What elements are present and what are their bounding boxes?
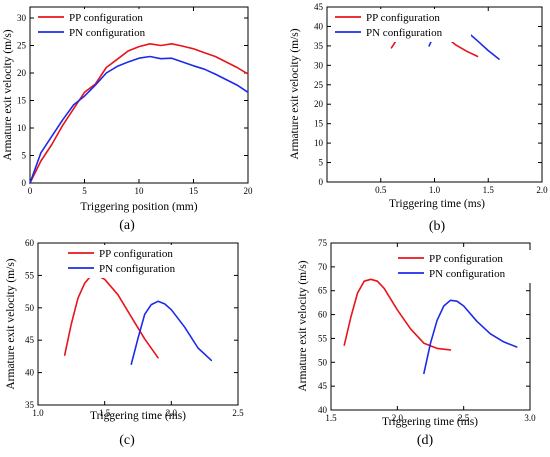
- x-tick-label: 1.5: [99, 408, 111, 418]
- legend-label: PN configuration: [429, 268, 506, 280]
- legend-label: PP configuration: [69, 12, 143, 24]
- x-tick-label: 2.0: [536, 185, 548, 195]
- y-tick-label: 5: [319, 158, 324, 168]
- panel-label: (d): [417, 433, 434, 448]
- legend-label: PP configuration: [99, 248, 173, 260]
- y-tick-label: 10: [314, 138, 324, 148]
- y-tick-label: 40: [314, 21, 324, 31]
- series-line-2: [29, 55, 249, 184]
- y-tick-label: 15: [17, 96, 27, 106]
- y-tick-label: 45: [318, 381, 328, 391]
- legend-label: PN configuration: [366, 27, 443, 39]
- x-axis-label: Triggering time (ms): [382, 416, 478, 428]
- y-tick-label: 50: [318, 357, 328, 367]
- y-axis-label: Armature exit velocity (m/s): [289, 28, 301, 159]
- panel-label: (a): [119, 218, 135, 233]
- y-tick-label: 60: [318, 310, 328, 320]
- chart-panel-4: 1.5 2.0 2.5 3.0 40 45 50 55 60 65 70 75 Triggering t…: [297, 238, 536, 448]
- panel-label: (b): [429, 219, 446, 234]
- x-tick-label: 3.0: [524, 413, 536, 423]
- chart-panel-2: 0.5 1.0 1.5 2.0 0 5 10 15 20 25 30 35 40 45 Triggering…: [289, 2, 548, 234]
- x-tick-label: 1.0: [32, 408, 44, 418]
- y-tick-label: 15: [314, 119, 324, 129]
- y-tick-label: 55: [318, 333, 328, 343]
- y-tick-label: 35: [314, 41, 324, 51]
- y-tick-label: 50: [25, 303, 35, 313]
- panel-label: (c): [119, 433, 135, 448]
- y-tick-label: 5: [22, 151, 27, 161]
- y-tick-label: 45: [314, 2, 324, 12]
- legend-label: PN configuration: [99, 263, 176, 275]
- series-line-1: [29, 42, 249, 184]
- x-tick-label: 20: [244, 186, 254, 196]
- x-tick-label: 0: [28, 186, 33, 196]
- y-tick-label: 40: [25, 368, 35, 378]
- y-tick-label: 55: [25, 270, 35, 280]
- y-tick-label: 30: [314, 60, 324, 70]
- x-tick-label: 2.0: [166, 408, 178, 418]
- x-axis-label: Triggering time (ms): [90, 410, 186, 422]
- legend-box: [396, 250, 536, 283]
- y-tick-label: 70: [318, 262, 328, 272]
- y-axis-label: Armature exit velocity (m/s): [5, 258, 17, 389]
- x-tick-label: 1.5: [325, 413, 337, 423]
- x-tick-label: 2.5: [232, 408, 244, 418]
- y-tick-label: 0: [22, 178, 27, 188]
- series-line-1: [343, 278, 452, 351]
- y-tick-label: 25: [17, 41, 27, 51]
- x-tick-label: 10: [135, 186, 145, 196]
- x-tick-label: 2.5: [458, 413, 470, 423]
- plot-frame: [330, 242, 531, 411]
- series-line-2: [130, 300, 213, 366]
- chart-panel-3: 1.0 1.5 2.0 2.5 35 40 45 50 55 60 Triggering time …: [5, 238, 244, 448]
- legend-box: [36, 9, 176, 42]
- y-axis-label: Armature exit velocity (m/s): [297, 260, 309, 391]
- series-line-2: [423, 299, 518, 375]
- legend-label: PN configuration: [69, 27, 146, 39]
- y-tick-label: 65: [318, 286, 328, 296]
- x-tick-label: 5: [82, 186, 87, 196]
- legend-label: PP configuration: [429, 253, 503, 265]
- x-tick-label: 15: [189, 186, 199, 196]
- y-tick-label: 30: [17, 13, 27, 23]
- y-tick-label: 0: [319, 177, 324, 187]
- x-axis-label: Triggering position (mm): [80, 201, 197, 213]
- y-tick-label: 20: [17, 68, 27, 78]
- y-tick-label: 60: [25, 238, 35, 248]
- x-tick-label: 1.0: [429, 185, 441, 195]
- legend-box: [333, 9, 471, 42]
- legend-label: PP configuration: [366, 12, 440, 24]
- y-tick-label: 20: [314, 99, 324, 109]
- x-tick-label: 0.5: [375, 185, 387, 195]
- chart-panel-1: 0 5 10 15 20 0 5 10 15 20 25 30 Triggering position …: [2, 6, 254, 233]
- y-tick-label: 35: [25, 400, 35, 410]
- y-tick-label: 10: [17, 123, 27, 133]
- y-axis-label: Armature exit velocity (m/s): [2, 29, 14, 160]
- y-tick-label: 45: [25, 335, 35, 345]
- plot-frame: [37, 242, 239, 406]
- x-tick-label: 2.0: [392, 413, 404, 423]
- y-tick-label: 25: [314, 80, 324, 90]
- y-tick-label: 40: [318, 405, 328, 415]
- x-axis-label: Triggering time (ms): [389, 198, 485, 210]
- y-tick-label: 75: [318, 238, 328, 248]
- legend-box: [66, 245, 206, 278]
- x-tick-label: 1.5: [483, 185, 495, 195]
